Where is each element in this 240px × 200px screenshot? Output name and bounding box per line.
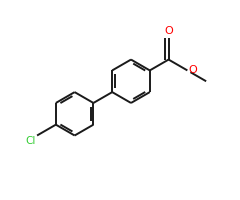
Text: O: O (188, 65, 197, 75)
Text: O: O (164, 26, 173, 36)
Text: Cl: Cl (26, 136, 36, 146)
